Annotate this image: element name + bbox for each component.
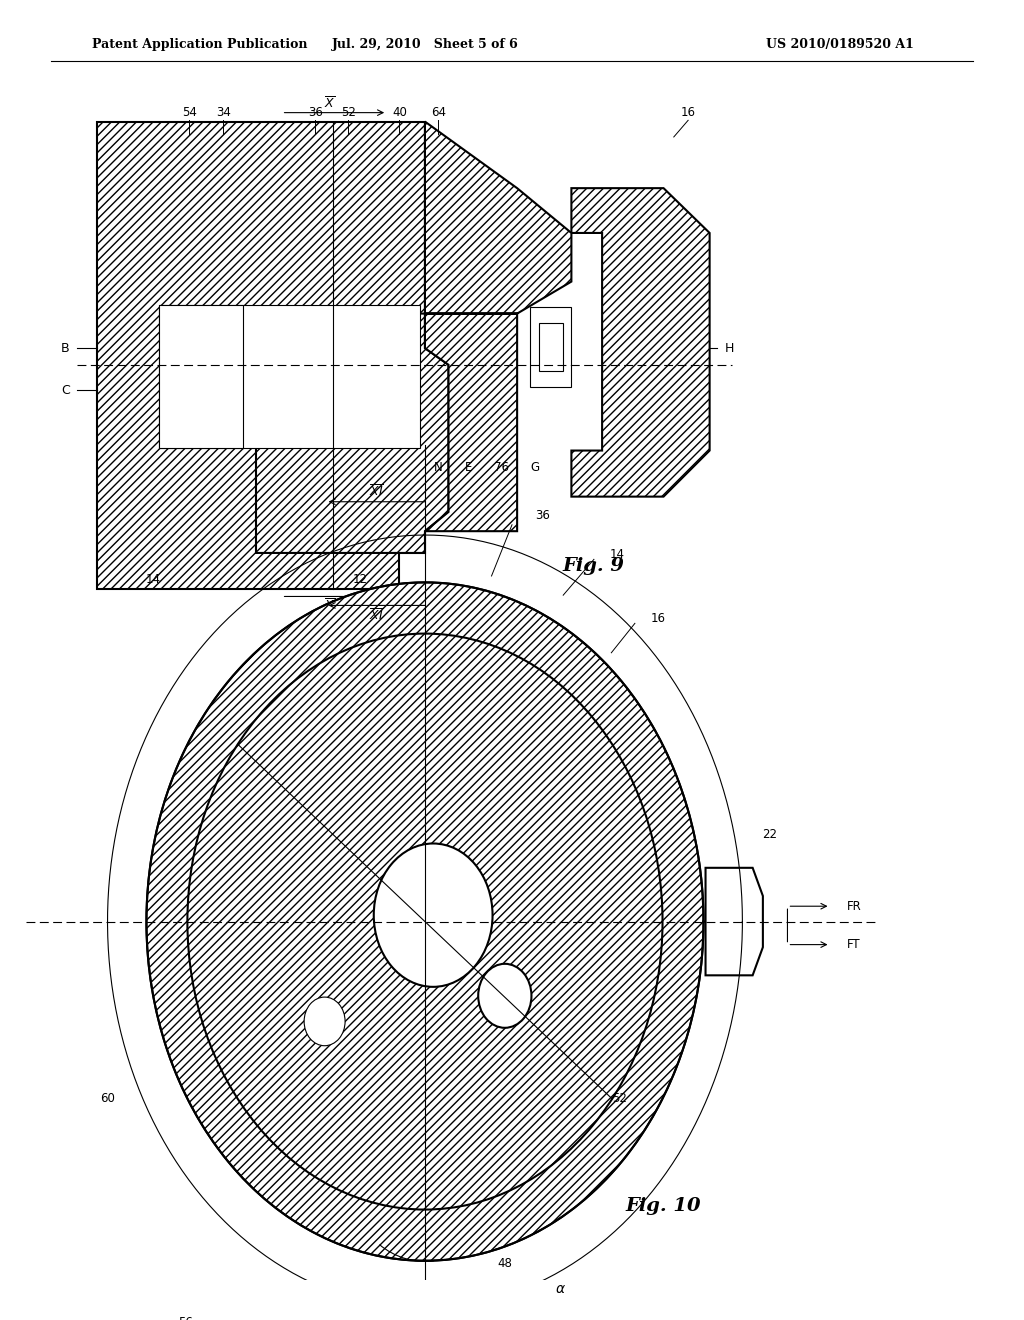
Ellipse shape: [189, 636, 660, 1206]
Bar: [539, 322, 563, 371]
Text: 64: 64: [431, 106, 445, 119]
Text: 12: 12: [353, 573, 368, 586]
Text: 16: 16: [681, 106, 695, 119]
Text: Fig. 10: Fig. 10: [626, 1197, 701, 1214]
Text: Jul. 29, 2010   Sheet 5 of 6: Jul. 29, 2010 Sheet 5 of 6: [332, 38, 518, 51]
Ellipse shape: [304, 997, 345, 1045]
Text: FR: FR: [847, 900, 861, 912]
Polygon shape: [571, 189, 710, 496]
Text: 52: 52: [612, 1092, 627, 1105]
Text: $\alpha$: $\alpha$: [555, 1282, 565, 1296]
Text: 58: 58: [594, 1028, 608, 1040]
Bar: [159, 305, 420, 447]
Text: 16: 16: [651, 611, 666, 624]
Text: $\overline{X}$: $\overline{X}$: [324, 96, 336, 111]
Polygon shape: [97, 121, 425, 589]
Text: 48: 48: [498, 1257, 512, 1270]
Text: G: G: [530, 461, 539, 474]
Text: $\overline{X}$: $\overline{X}$: [324, 598, 336, 614]
Text: E: E: [465, 461, 473, 474]
Ellipse shape: [187, 634, 663, 1209]
Polygon shape: [706, 867, 763, 975]
Text: N: N: [434, 461, 442, 474]
Text: 52: 52: [341, 106, 355, 119]
Ellipse shape: [374, 843, 493, 987]
Text: 14: 14: [610, 548, 625, 561]
Text: 36: 36: [308, 106, 323, 119]
Text: $\overline{XI}$: $\overline{XI}$: [370, 609, 384, 623]
Text: G: G: [388, 977, 396, 990]
Text: $\overline{XI}$: $\overline{XI}$: [370, 483, 384, 499]
Text: US 2010/0189520 A1: US 2010/0189520 A1: [766, 38, 913, 51]
Text: 56: 56: [178, 1316, 193, 1320]
Text: FT: FT: [847, 939, 860, 952]
Polygon shape: [425, 121, 571, 531]
Polygon shape: [256, 314, 449, 553]
Text: 34: 34: [216, 106, 230, 119]
Text: Patent Application Publication: Patent Application Publication: [92, 38, 307, 51]
Text: C: C: [60, 384, 70, 397]
Text: K: K: [454, 879, 462, 892]
Text: 54: 54: [182, 106, 197, 119]
Bar: [530, 308, 571, 387]
Ellipse shape: [146, 582, 703, 1261]
Bar: [159, 305, 243, 447]
Text: 60: 60: [100, 1092, 115, 1105]
Text: 22: 22: [763, 828, 777, 841]
Ellipse shape: [478, 964, 531, 1028]
Text: 76: 76: [495, 461, 509, 474]
Text: H: H: [392, 944, 400, 956]
Text: 14: 14: [146, 573, 161, 586]
Text: H: H: [725, 342, 734, 355]
Text: B: B: [61, 342, 70, 355]
Text: 36: 36: [536, 510, 550, 523]
Text: Fig. 9: Fig. 9: [563, 557, 625, 574]
Text: 40: 40: [392, 106, 407, 119]
